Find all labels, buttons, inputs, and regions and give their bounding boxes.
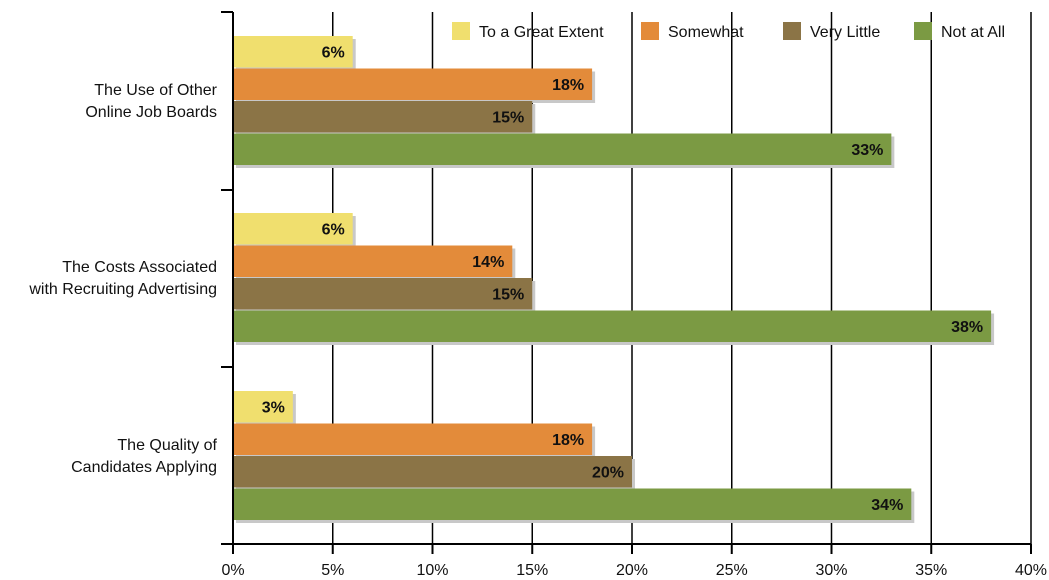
legend-label-very-little: Very Little: [810, 24, 880, 41]
bar-to-a-great-extent-1: [233, 36, 353, 68]
category-labels: The Use of Other Online Job Boards The Cos…: [28, 82, 217, 476]
bar-not-at-all-3: [233, 488, 912, 520]
legend-label-not-at-all: Not at All: [941, 24, 1005, 41]
axes: [221, 11, 1032, 554]
category-label-2: The Costs Associated with Recruiting Adve…: [28, 259, 217, 298]
data-label: 6%: [322, 44, 345, 61]
tick-labels: 0% 5% 10% 15% 20% 25% 30% 35% 40%: [221, 562, 1047, 579]
bar-somewhat-3: [233, 423, 593, 455]
bar-very-little-1: [233, 101, 533, 133]
bar-not-at-all-2: [233, 310, 992, 342]
x-tick-label: 15%: [516, 562, 548, 579]
x-tick-label: 25%: [716, 562, 748, 579]
legend-label-to-a-great-extent: To a Great Extent: [479, 24, 604, 41]
x-tick-label: 0%: [221, 562, 244, 579]
bar-not-at-all-1: [233, 133, 892, 165]
x-tick-label: 10%: [416, 562, 448, 579]
x-tick-label: 20%: [616, 562, 648, 579]
data-label: 18%: [552, 432, 584, 449]
category-label-3: The Quality of Candidates Applying: [71, 437, 217, 476]
data-label: 15%: [492, 286, 524, 303]
data-label: 38%: [951, 319, 983, 336]
data-label: 20%: [592, 464, 624, 481]
data-label: 18%: [552, 77, 584, 94]
legend: To a Great Extent Somewhat Very Little Not …: [452, 22, 1005, 41]
data-label: 3%: [262, 399, 285, 416]
category-label-1: The Use of Other Online Job Boards: [85, 82, 217, 121]
data-label: 34%: [871, 497, 903, 514]
legend-swatch-somewhat: [641, 22, 659, 40]
data-label: 33%: [851, 142, 883, 159]
x-tick-label: 5%: [321, 562, 344, 579]
bar-very-little-2: [233, 278, 533, 310]
x-tick-label: 35%: [915, 562, 947, 579]
data-label: 14%: [472, 254, 504, 271]
legend-label-somewhat: Somewhat: [668, 24, 744, 41]
bar-somewhat-2: [233, 245, 513, 277]
legend-swatch-not-at-all: [914, 22, 932, 40]
bar-to-a-great-extent-3: [233, 391, 293, 423]
x-tick-label: 40%: [1015, 562, 1047, 579]
bars: 6% 18% 15% 33% 6% 14% 15% 38% 3% 18% 20% 34%: [233, 36, 995, 523]
legend-swatch-to-a-great-extent: [452, 22, 470, 40]
bar-to-a-great-extent-2: [233, 213, 353, 245]
bar-somewhat-1: [233, 68, 593, 100]
legend-swatch-very-little: [783, 22, 801, 40]
data-label: 15%: [492, 109, 524, 126]
bar-very-little-3: [233, 456, 632, 488]
x-tick-label: 30%: [815, 562, 847, 579]
data-label: 6%: [322, 221, 345, 238]
